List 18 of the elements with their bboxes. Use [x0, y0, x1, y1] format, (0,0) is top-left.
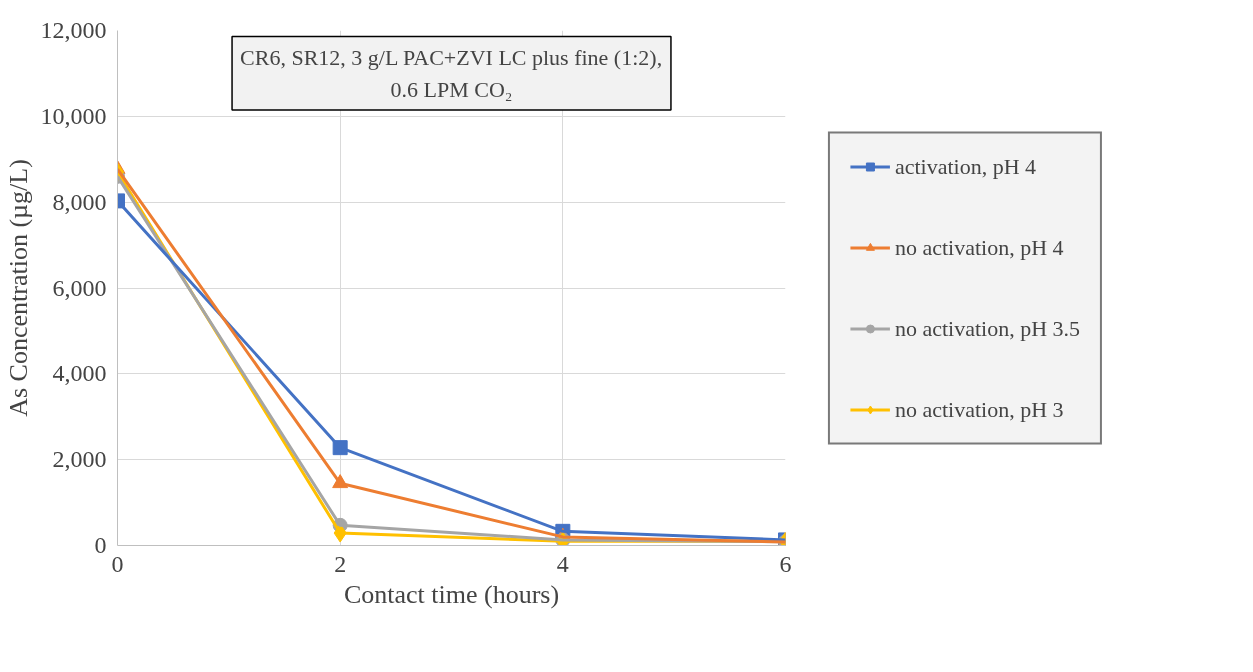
x-tick-label: 4 — [556, 550, 569, 577]
x-tick-label: 0 — [111, 550, 124, 577]
x-tick-label: 6 — [779, 550, 792, 577]
y-tick-label: 8,000 — [52, 188, 107, 215]
text: CR6, SR12, 3 g/L PAC+ZVI LC plus fine (1:2), 0.6 LPM CO₂ — [240, 44, 663, 102]
legend-label: no activation, pH 3 — [894, 396, 1064, 422]
y-tick-label: 0 — [94, 532, 107, 558]
y-tick-label: 4,000 — [52, 360, 107, 387]
x-tick-label: 2 — [334, 550, 347, 577]
y-tick-label: 12,000 — [40, 17, 107, 43]
y-tick-label: 6,000 — [52, 274, 107, 301]
x-axis-title: Contact time (hours) — [343, 579, 560, 609]
y-tick-label: 10,000 — [40, 102, 107, 129]
y-tick-label: 2,000 — [52, 446, 107, 473]
legend-label: no activation, pH 4 — [894, 234, 1064, 260]
legend-label: no activation, pH 3.5 — [894, 315, 1081, 341]
legend-label: activation, pH 4 — [894, 153, 1037, 179]
y-axis-title: As Concentration (µg/L) — [3, 159, 33, 417]
